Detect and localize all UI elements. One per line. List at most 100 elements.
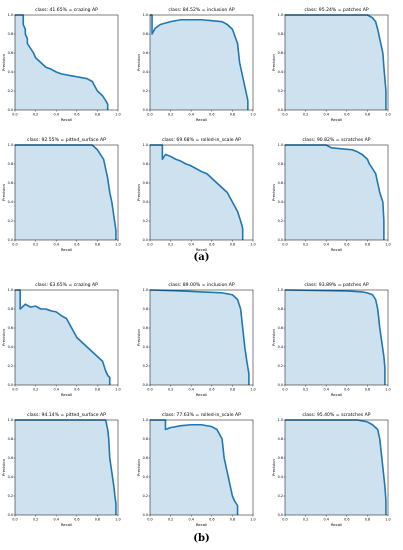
pr-curve (15, 14, 109, 110)
y-tick-label: 0.8 (8, 307, 13, 311)
x-tick-label: 0.0 (147, 518, 152, 522)
plot-frame (14, 419, 119, 516)
y-tick-label: 0.2 (278, 89, 283, 93)
y-tick-label: 0.2 (278, 494, 283, 498)
y-tick-label: 0.2 (278, 219, 283, 223)
x-tick-label: 0.0 (12, 518, 17, 522)
y-axis-label: Precision (1, 53, 6, 71)
y-axis-label: Precision (136, 458, 141, 476)
y-tick-label: 0.4 (8, 345, 13, 349)
x-tick-label: 0.4 (323, 113, 328, 117)
y-tick-label: 0.6 (8, 326, 13, 330)
figure-label-a: (a) (193, 252, 210, 263)
y-tick-label: 0.4 (143, 345, 148, 349)
y-tick-label: 0.8 (143, 437, 148, 441)
x-axis-label: Recall (196, 392, 207, 397)
x-axis-label: Recall (61, 392, 72, 397)
x-tick-label: 1.0 (250, 388, 255, 392)
pr-area (15, 15, 108, 110)
y-tick-label: 0.8 (143, 162, 148, 166)
x-tick-label: 1.0 (385, 518, 390, 522)
chart-title: class: 90.82% = scratches AP (302, 137, 370, 143)
x-tick-label: 1.0 (115, 388, 120, 392)
x-tick-label: 0.2 (33, 518, 38, 522)
x-tick-label: 0.6 (209, 518, 214, 522)
y-tick-label: 0.4 (278, 475, 283, 479)
x-tick-label: 0.4 (323, 518, 328, 522)
x-tick-label: 0.2 (33, 113, 38, 117)
x-tick-label: 0.4 (53, 113, 58, 117)
chart-title: class: 84.52% = inclusion AP (168, 7, 235, 13)
x-tick-label: 0.0 (12, 113, 17, 117)
x-tick-label: 0.6 (74, 243, 79, 247)
y-tick-label: 1.0 (143, 143, 148, 147)
y-tick-label: 0.0 (278, 238, 283, 242)
x-tick-label: 0.6 (74, 113, 79, 117)
y-tick-label: 0.2 (8, 364, 13, 368)
x-tick-label: 0.8 (365, 113, 370, 117)
x-tick-label: 0.6 (344, 388, 349, 392)
pr-curve (285, 419, 387, 515)
x-tick-label: 0.2 (168, 518, 173, 522)
x-tick-label: 0.0 (147, 388, 152, 392)
y-tick-label: 1.0 (143, 13, 148, 17)
x-tick-label: 1.0 (385, 388, 390, 392)
x-tick-label: 0.8 (95, 113, 100, 117)
x-tick-label: 0.8 (95, 243, 100, 247)
x-axis-label: Recall (331, 522, 342, 527)
y-tick-label: 0.6 (8, 181, 13, 185)
y-tick-label: 1.0 (278, 418, 283, 422)
y-tick-label: 0.0 (278, 383, 283, 387)
y-axis-label: Precision (136, 53, 141, 71)
y-tick-label: 1.0 (8, 13, 13, 17)
chart-title: class: 94.14% = pitted_surface AP (27, 412, 106, 418)
y-tick-label: 0.6 (278, 456, 283, 460)
x-axis-label: Recall (331, 247, 342, 252)
x-tick-label: 0.6 (344, 518, 349, 522)
pr-area (150, 145, 243, 240)
pr-area (285, 15, 386, 110)
y-tick-label: 0.6 (143, 51, 148, 55)
x-tick-label: 1.0 (250, 243, 255, 247)
y-tick-label: 1.0 (278, 143, 283, 147)
y-tick-label: 0.2 (143, 364, 148, 368)
pr-area (150, 290, 249, 385)
y-tick-label: 0.2 (143, 494, 148, 498)
y-tick-label: 0.0 (143, 383, 148, 387)
y-tick-label: 0.4 (143, 475, 148, 479)
chart-title: class: 77.63% = rolled-in_scale AP (162, 412, 241, 418)
pr-curve (150, 419, 239, 515)
y-axis-label: Precision (1, 328, 6, 346)
y-axis-label: Precision (1, 458, 6, 476)
chart-title: class: 93.89% = patches AP (304, 282, 368, 288)
figure-label-b: (b) (193, 533, 210, 544)
y-tick-label: 0.6 (278, 181, 283, 185)
y-tick-label: 1.0 (143, 418, 148, 422)
pr-area (285, 290, 385, 385)
pr-area (15, 145, 116, 240)
x-tick-label: 0.0 (12, 243, 17, 247)
x-tick-label: 1.0 (115, 113, 120, 117)
x-axis-label: Recall (61, 117, 72, 122)
x-tick-label: 0.6 (74, 518, 79, 522)
y-tick-label: 0.8 (143, 307, 148, 311)
y-tick-label: 0.2 (143, 89, 148, 93)
x-tick-label: 0.4 (188, 518, 193, 522)
x-tick-label: 0.8 (365, 388, 370, 392)
pr-chart-7: class: 63.65% = crazing AP 0.0 0.2 0.4 0.6 0.… (1, 282, 121, 397)
y-tick-label: 0.6 (143, 181, 148, 185)
x-tick-label: 0.4 (53, 518, 58, 522)
plot-frame (284, 14, 389, 111)
y-tick-label: 0.8 (278, 32, 283, 36)
y-tick-label: 0.6 (143, 456, 148, 460)
x-tick-label: 0.6 (74, 388, 79, 392)
y-tick-label: 0.2 (8, 219, 13, 223)
x-tick-label: 0.4 (323, 243, 328, 247)
chart-title: class: 41.65% = crazing AP (35, 7, 98, 13)
x-tick-label: 0.2 (303, 388, 308, 392)
y-tick-label: 0.2 (8, 494, 13, 498)
x-tick-label: 0.0 (282, 388, 287, 392)
y-tick-label: 0.0 (8, 238, 13, 242)
pr-area (15, 420, 116, 515)
x-tick-label: 0.2 (303, 243, 308, 247)
